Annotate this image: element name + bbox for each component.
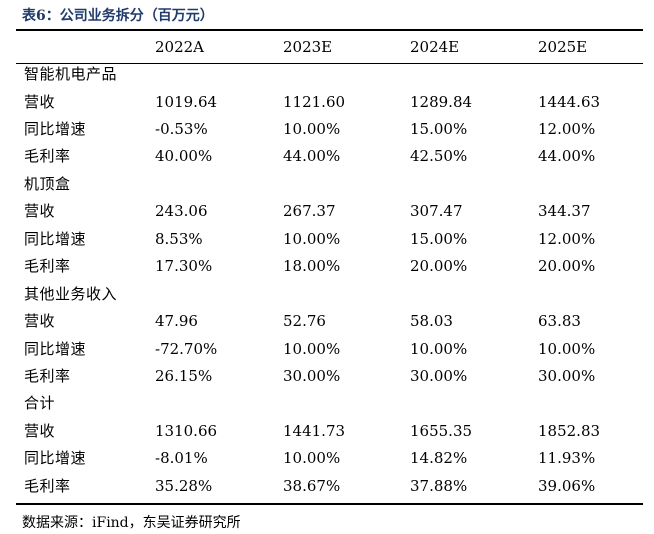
table-cell: 44.00% <box>283 147 341 166</box>
table-cell: 267.37 <box>283 202 336 221</box>
table-cell: 15.00% <box>410 119 468 138</box>
table-cell: 63.83 <box>538 312 581 330</box>
table-row: 同比增速 -72.70% 10.00% 10.00% 10.00% <box>16 336 643 363</box>
table-cell: 8.53% <box>155 229 203 248</box>
row-label: 同比增速 <box>24 229 87 248</box>
table-cell: 307.47 <box>410 202 463 221</box>
table-cell: 12.00% <box>538 119 596 138</box>
table-cell: 39.06% <box>538 476 596 495</box>
table-cell: 37.88% <box>410 476 468 495</box>
table-cell: 10.00% <box>538 339 596 358</box>
table-cell: 38.67% <box>283 476 341 495</box>
row-label: 机顶盒 <box>24 174 71 193</box>
table-cell: 52.76 <box>283 312 326 330</box>
table-row: 智能机电产品 <box>16 61 643 88</box>
table-cell: 35.28% <box>155 476 213 495</box>
table-cell: 40.00% <box>155 147 213 166</box>
table-cell: 10.00% <box>283 229 341 248</box>
row-label: 毛利率 <box>24 147 71 166</box>
table-cell: 20.00% <box>410 257 468 276</box>
header-cell: 2022A <box>155 38 205 56</box>
table-row: 营收 243.06 267.37 307.47 344.37 <box>16 198 643 225</box>
table-row: 合计 <box>16 390 643 417</box>
row-label: 毛利率 <box>24 476 71 495</box>
table-row: 营收 1310.66 1441.73 1655.35 1852.83 <box>16 418 643 445</box>
table-cell: 344.37 <box>538 202 591 221</box>
table-cell: 30.00% <box>538 366 596 385</box>
table-row: 同比增速 -8.01% 10.00% 14.82% 11.93% <box>16 445 643 472</box>
table-row: 毛利率 26.15% 30.00% 30.00% 30.00% <box>16 363 643 390</box>
table-row: 同比增速 8.53% 10.00% 15.00% 12.00% <box>16 226 643 253</box>
table-row: 毛利率 17.30% 18.00% 20.00% 20.00% <box>16 253 643 280</box>
table-top-rule <box>16 29 643 31</box>
table-cell: -72.70% <box>155 339 218 358</box>
table-cell: 1310.66 <box>155 421 218 440</box>
table-cell: 1444.63 <box>538 92 601 111</box>
row-label: 营收 <box>24 202 56 221</box>
table-cell: 30.00% <box>410 366 468 385</box>
table-cell: 42.50% <box>410 147 468 166</box>
row-label: 同比增速 <box>24 449 87 468</box>
table-cell: 10.00% <box>283 449 341 468</box>
row-label: 营收 <box>24 312 56 330</box>
table-cell: -0.53% <box>155 119 208 138</box>
table-cell: -8.01% <box>155 449 208 468</box>
row-label: 合计 <box>24 394 56 413</box>
table-row: 毛利率 35.28% 38.67% 37.88% 39.06% <box>16 473 643 500</box>
table-cell: 47.96 <box>155 312 198 330</box>
table-cell: 10.00% <box>283 339 341 358</box>
row-label: 营收 <box>24 421 56 440</box>
table-cell: 17.30% <box>155 257 213 276</box>
table-cell: 243.06 <box>155 202 208 221</box>
table-cell: 1655.35 <box>410 421 473 440</box>
table-cell: 1441.73 <box>283 421 346 440</box>
table-cell: 18.00% <box>283 257 341 276</box>
table-cell: 20.00% <box>538 257 596 276</box>
header-cell: 2025E <box>538 38 588 56</box>
table-row: 营收 47.96 52.76 58.03 63.83 <box>16 308 643 335</box>
table-cell: 30.00% <box>283 366 341 385</box>
table-cell: 10.00% <box>283 119 341 138</box>
row-label: 同比增速 <box>24 339 87 358</box>
source-note: 数据来源：iFind，东吴证券研究所 <box>22 515 241 531</box>
table-cell: 10.00% <box>410 339 468 358</box>
header-cell: 2023E <box>283 38 333 56</box>
row-label: 其他业务收入 <box>24 284 118 303</box>
table-row: 机顶盒 <box>16 171 643 198</box>
table-row: 毛利率 40.00% 44.00% 42.50% 44.00% <box>16 143 643 170</box>
table-row: 其他业务收入 <box>16 281 643 308</box>
header-cell: 2024E <box>410 38 460 56</box>
table-title: 表6：公司业务拆分（百万元） <box>22 8 214 24</box>
table-bottom-rule <box>16 503 643 505</box>
table-cell: 11.93% <box>538 449 596 468</box>
table-row: 同比增速 -0.53% 10.00% 15.00% 12.00% <box>16 116 643 143</box>
table-cell: 58.03 <box>410 312 453 330</box>
header-row: 2022A 2023E 2024E 2025E <box>16 34 643 61</box>
table-cell: 1121.60 <box>283 92 346 111</box>
table-cell: 1289.84 <box>410 92 473 111</box>
table-cell: 15.00% <box>410 229 468 248</box>
table-cell: 1019.64 <box>155 92 218 111</box>
row-label: 同比增速 <box>24 119 87 138</box>
table-row: 营收 1019.64 1121.60 1289.84 1444.63 <box>16 89 643 116</box>
table-cell: 14.82% <box>410 449 468 468</box>
table-cell: 12.00% <box>538 229 596 248</box>
row-label: 智能机电产品 <box>24 65 118 83</box>
table-cell: 44.00% <box>538 147 596 166</box>
row-label: 营收 <box>24 92 56 111</box>
header-rule <box>16 63 643 64</box>
table-cell: 1852.83 <box>538 421 601 440</box>
row-label: 毛利率 <box>24 257 71 276</box>
row-label: 毛利率 <box>24 366 71 385</box>
table-cell: 26.15% <box>155 366 213 385</box>
